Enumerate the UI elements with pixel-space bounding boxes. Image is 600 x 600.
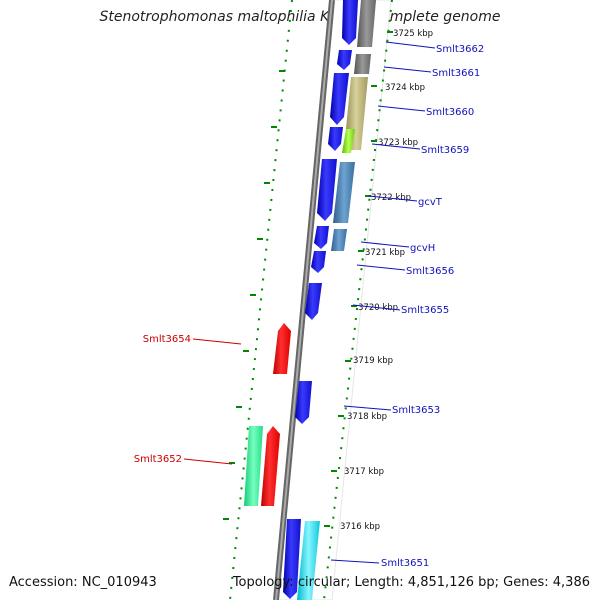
kbp-label: 3724 kbp bbox=[385, 83, 425, 93]
length-label: Length: bbox=[354, 575, 404, 590]
gene-arrow-smlt3662[interactable] bbox=[342, 0, 358, 45]
gene-arrow-smlt3654[interactable] bbox=[273, 323, 291, 374]
genome-backbone-highlight bbox=[275, 0, 333, 600]
genes-label: Genes: bbox=[503, 575, 549, 590]
gene-arrow-smlt3653[interactable] bbox=[295, 381, 312, 424]
gene-arrow-gcvh[interactable] bbox=[314, 226, 329, 249]
block-steel-large[interactable] bbox=[333, 162, 355, 223]
gene-label-gcvh[interactable]: gcvH bbox=[410, 243, 435, 254]
kbp-label: 3717 kbp bbox=[344, 467, 384, 477]
gene-arrow-smlt3659[interactable] bbox=[328, 127, 343, 151]
block-gray-top[interactable] bbox=[357, 0, 376, 47]
guide-ticks bbox=[223, 70, 285, 520]
kbp-label: 3725 kbp bbox=[393, 29, 433, 39]
kbp-label: 3718 kbp bbox=[347, 412, 387, 422]
gene-label-smlt3651[interactable]: Smlt3651 bbox=[381, 558, 429, 569]
topology-label: Topology: bbox=[232, 575, 294, 590]
gene-arrow-smlt3661[interactable] bbox=[337, 50, 352, 70]
feature-blocks bbox=[297, 0, 376, 600]
leader-lines bbox=[183, 41, 436, 564]
gene-label-smlt3652[interactable]: Smlt3652 bbox=[134, 454, 182, 465]
gene-arrow-smlt3656[interactable] bbox=[311, 251, 326, 273]
block-lime[interactable] bbox=[342, 129, 355, 153]
gene-label-smlt3660[interactable]: Smlt3660 bbox=[426, 107, 474, 118]
block-steel-small[interactable] bbox=[331, 229, 347, 251]
gene-arrow-smlt3660[interactable] bbox=[330, 73, 349, 125]
gene-arrow-gcvt[interactable] bbox=[317, 159, 337, 221]
gene-label-smlt3661[interactable]: Smlt3661 bbox=[432, 68, 480, 79]
map-title: Stenotrophomonas maltophilia K279a, comp… bbox=[99, 9, 501, 25]
gene-label-gcvt[interactable]: gcvT bbox=[418, 197, 443, 208]
genome-summary: Topology: circular; Length: 4,851,126 bp… bbox=[232, 575, 590, 590]
genes-value: 4,386 bbox=[552, 575, 590, 590]
kbp-label: 3721 kbp bbox=[365, 248, 405, 258]
inner-dotted-guide bbox=[229, 0, 293, 600]
gene-labels: Smlt3662 Smlt3661 Smlt3660 Smlt3659 gcvT… bbox=[134, 44, 485, 569]
gene-label-smlt3656[interactable]: Smlt3656 bbox=[406, 266, 454, 277]
accession-info: Accession: NC_010943 bbox=[9, 575, 157, 590]
accession-value: NC_010943 bbox=[81, 575, 157, 590]
gene-arrow-smlt3652[interactable] bbox=[261, 426, 280, 506]
gene-label-smlt3655[interactable]: Smlt3655 bbox=[401, 305, 449, 316]
gene-arrow-smlt3652-aqua[interactable] bbox=[244, 426, 263, 506]
outer-dotted-guide bbox=[323, 0, 393, 600]
gene-label-smlt3653[interactable]: Smlt3653 bbox=[392, 405, 440, 416]
gene-arrow-smlt3651[interactable] bbox=[283, 519, 301, 599]
forward-genes bbox=[244, 0, 358, 599]
accession-label: Accession: bbox=[9, 575, 78, 590]
kbp-label: 3716 kbp bbox=[340, 522, 380, 532]
length-value: 4,851,126 bp bbox=[407, 575, 495, 590]
kbp-label: 3719 kbp bbox=[353, 356, 393, 366]
gene-arrow-smlt3655[interactable] bbox=[305, 283, 322, 320]
block-gray-mid[interactable] bbox=[354, 54, 371, 74]
block-cyan[interactable] bbox=[297, 521, 320, 600]
gene-label-smlt3662[interactable]: Smlt3662 bbox=[436, 44, 484, 55]
kbp-label: 3723 kbp bbox=[378, 138, 418, 148]
gene-label-smlt3654[interactable]: Smlt3654 bbox=[143, 334, 191, 345]
topology-value: circular bbox=[297, 575, 346, 590]
gene-label-smlt3659[interactable]: Smlt3659 bbox=[421, 145, 469, 156]
